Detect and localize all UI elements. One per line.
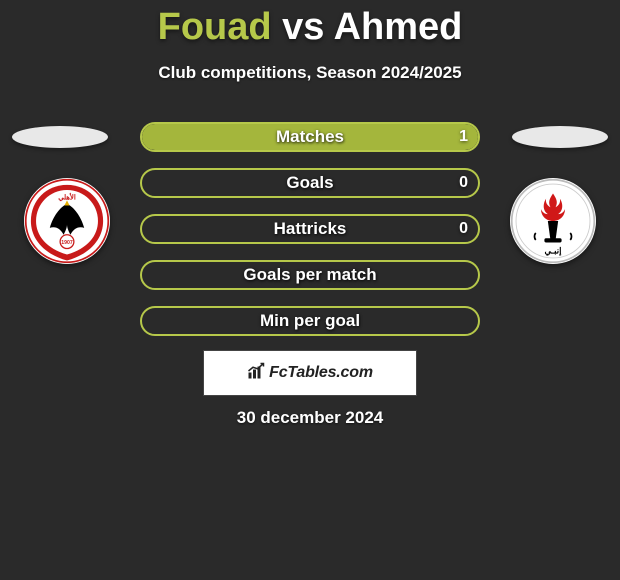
- stat-label: Min per goal: [142, 308, 478, 334]
- stat-label: Hattricks: [142, 216, 478, 242]
- stat-value-right: 0: [459, 216, 468, 242]
- stats-container: Matches1Goals0Hattricks0Goals per matchM…: [140, 122, 480, 352]
- svg-text:إنبـي: إنبـي: [544, 246, 562, 257]
- chart-icon: [247, 362, 265, 385]
- title-vs: vs: [282, 6, 324, 48]
- stat-label: Matches: [142, 124, 478, 150]
- stat-row: Min per goal: [140, 306, 480, 336]
- stat-value-right: 0: [459, 170, 468, 196]
- stat-label: Goals: [142, 170, 478, 196]
- title-player1: Fouad: [158, 6, 272, 48]
- date-line: 30 december 2024: [0, 408, 620, 428]
- subtitle: Club competitions, Season 2024/2025: [0, 63, 620, 83]
- club-badge-left: الأهلي 1907: [24, 178, 110, 264]
- svg-text:1907: 1907: [61, 240, 73, 246]
- stat-row: Matches1: [140, 122, 480, 152]
- stat-row: Goals0: [140, 168, 480, 198]
- page-title: Fouad vs Ahmed: [0, 0, 620, 49]
- player-photo-right-placeholder: [512, 126, 608, 148]
- fctables-branding[interactable]: FcTables.com: [203, 350, 417, 396]
- stat-row: Hattricks0: [140, 214, 480, 244]
- title-player2: Ahmed: [334, 6, 463, 48]
- stat-label: Goals per match: [142, 262, 478, 288]
- stat-value-right: 1: [459, 124, 468, 150]
- club-badge-right: إنبـي: [510, 178, 596, 264]
- fctables-label: FcTables.com: [269, 364, 373, 382]
- stat-row: Goals per match: [140, 260, 480, 290]
- player-photo-left-placeholder: [12, 126, 108, 148]
